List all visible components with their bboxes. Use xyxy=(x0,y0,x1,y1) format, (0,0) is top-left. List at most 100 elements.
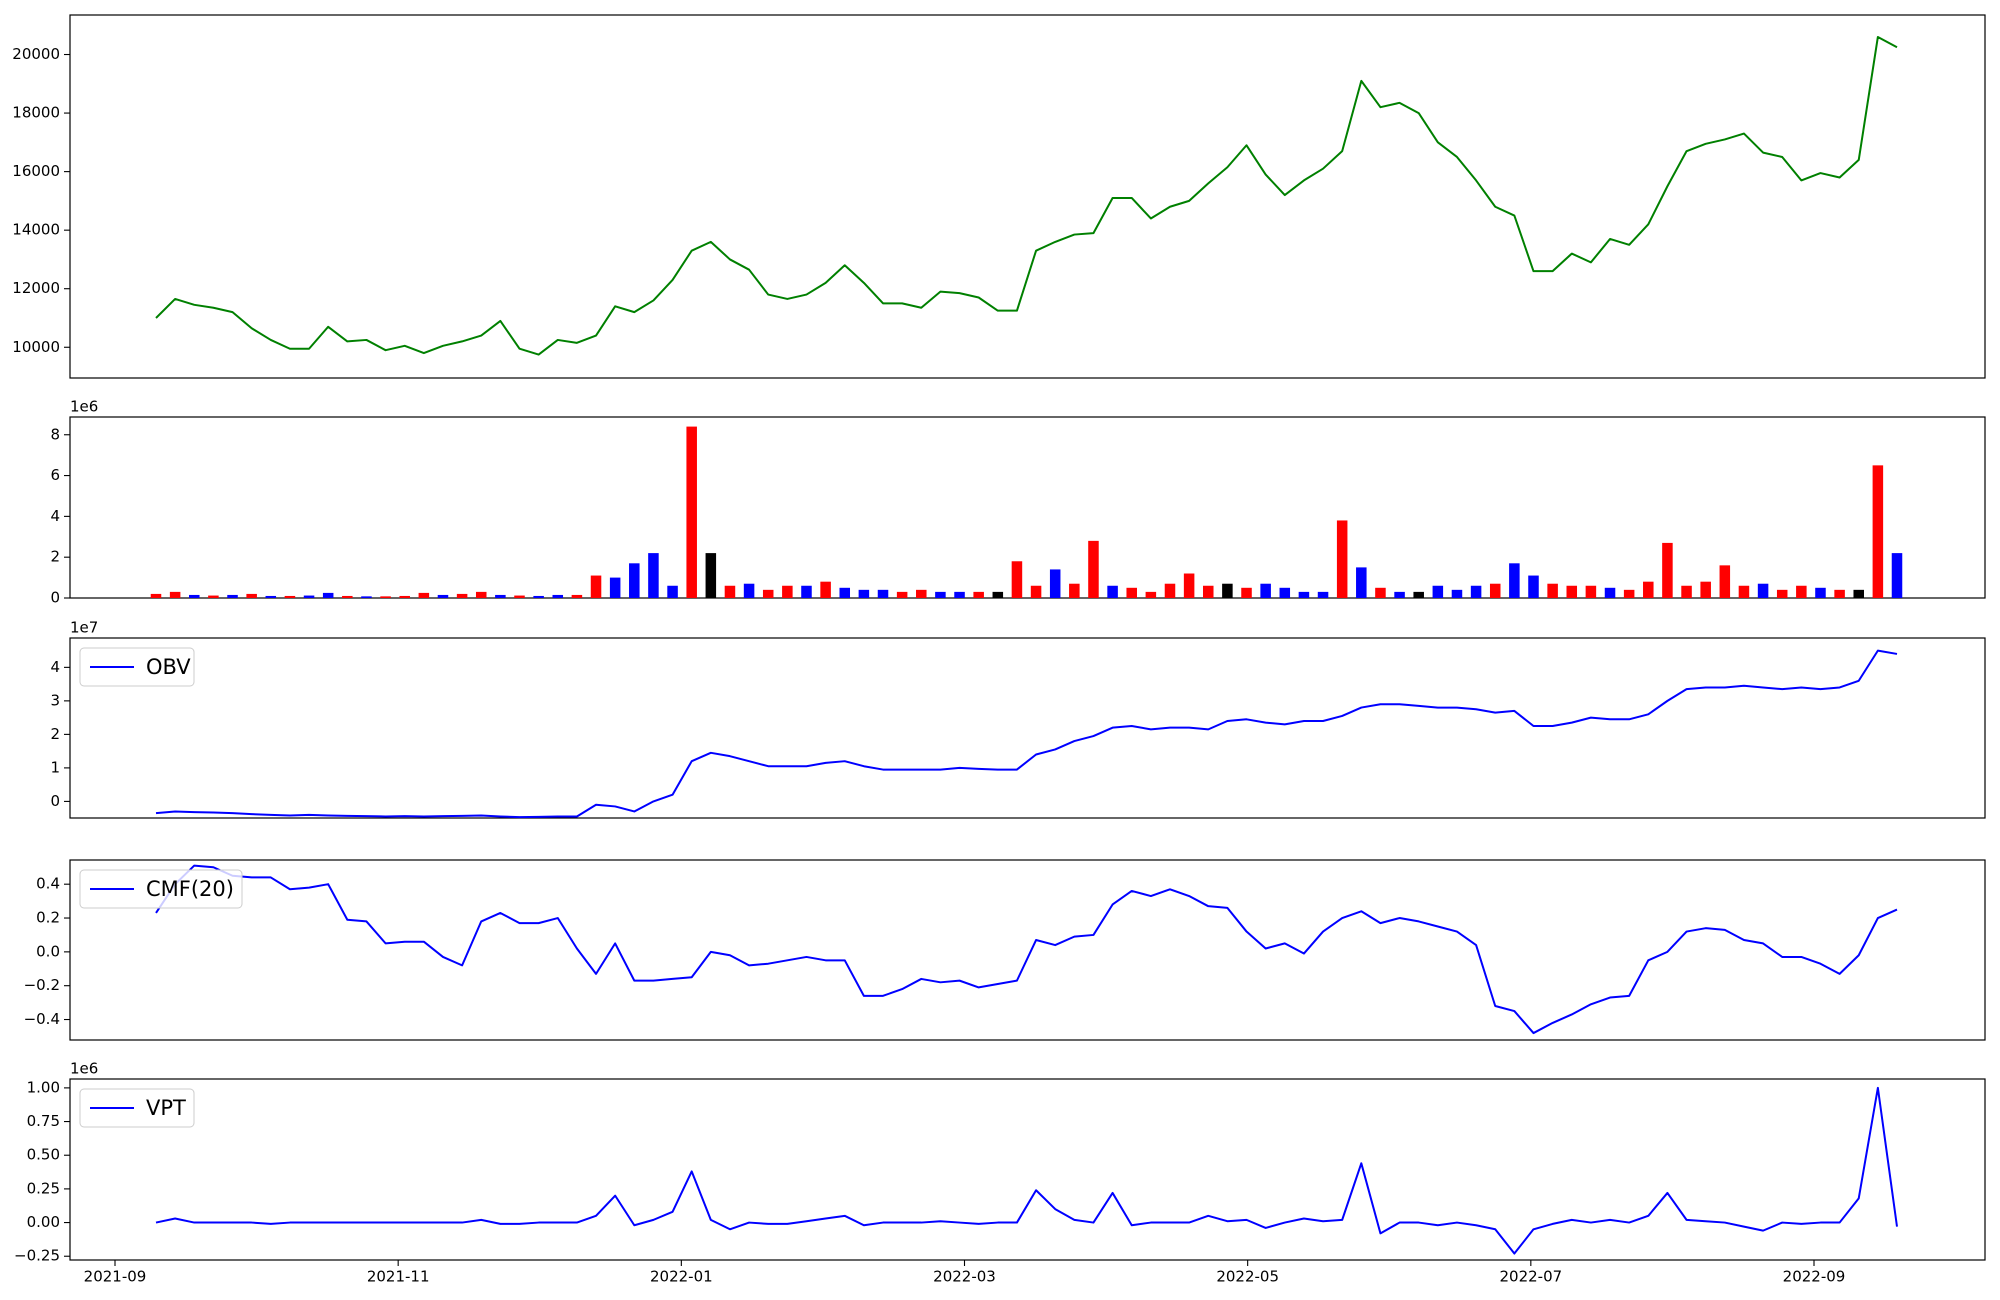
volume-bar xyxy=(1547,583,1558,598)
y-tick-label: 2 xyxy=(50,725,60,743)
y-tick-label: 2 xyxy=(50,548,60,566)
y-tick-label: 1 xyxy=(50,758,60,776)
volume-bar xyxy=(342,595,353,598)
volume-bar xyxy=(782,585,793,598)
y-tick-label: 6 xyxy=(50,466,60,484)
volume-bar xyxy=(1126,587,1137,598)
volume-bar xyxy=(839,587,851,598)
volume-bar xyxy=(227,594,238,598)
legend-label: CMF(20) xyxy=(146,877,234,901)
line-series xyxy=(155,864,1898,1035)
volume-bar xyxy=(475,591,487,598)
y-tick-label: 0 xyxy=(50,589,60,607)
volume-bar xyxy=(820,581,831,598)
y-tick-label: 0.4 xyxy=(36,875,60,893)
y-tick-label: 14000 xyxy=(12,221,60,239)
volume-bar xyxy=(1088,540,1099,598)
volume-bar xyxy=(380,596,391,598)
volume-bar xyxy=(552,594,564,598)
plot-frame xyxy=(69,637,1986,819)
volume-bar xyxy=(1279,587,1291,598)
y-tick-label: 16000 xyxy=(12,162,60,180)
volume-bar xyxy=(1394,591,1405,598)
y-tick-label: −0.4 xyxy=(24,1010,60,1028)
line-series xyxy=(155,1086,1898,1255)
x-tick-label: 2022-05 xyxy=(1216,1268,1279,1286)
x-tick-label: 2022-07 xyxy=(1499,1268,1562,1286)
volume-bar xyxy=(877,589,889,598)
y-tick-label: 0.75 xyxy=(27,1112,60,1130)
volume-bar xyxy=(609,577,621,598)
volume-bar xyxy=(1164,583,1176,598)
volume-bar xyxy=(418,592,430,598)
volume-bar xyxy=(1700,581,1711,598)
volume-bar xyxy=(1681,585,1692,598)
y-tick-label: 4 xyxy=(50,658,60,676)
volume-bar xyxy=(1375,587,1386,598)
volume-bar xyxy=(246,593,257,598)
volume-bar xyxy=(1796,585,1807,598)
volume-bar xyxy=(590,575,602,598)
volume-bar xyxy=(1757,583,1769,598)
volume-bar xyxy=(1317,591,1329,598)
volume-bar xyxy=(1719,565,1731,598)
volume-bar xyxy=(1183,573,1195,598)
volume-bar xyxy=(495,594,506,598)
y-tick-label: 0.0 xyxy=(36,942,60,960)
volume-bar xyxy=(1069,583,1080,598)
y-tick-label: 18000 xyxy=(12,104,60,122)
volume-bar xyxy=(1643,581,1654,598)
volume-bar xyxy=(514,595,525,598)
legend-box xyxy=(79,647,195,687)
y-tick-label: 1.00 xyxy=(27,1078,60,1096)
y-tick-label: −0.2 xyxy=(24,976,60,994)
volume-bar xyxy=(284,595,296,598)
volume-bar xyxy=(361,596,372,598)
y-tick-label: 0.2 xyxy=(36,909,60,927)
line-series xyxy=(155,649,1898,819)
volume-bar xyxy=(1662,542,1673,598)
x-tick-label: 2022-03 xyxy=(933,1268,996,1286)
volume-bar xyxy=(1030,585,1042,598)
y-tick-label: 4 xyxy=(50,507,60,525)
volume-bar xyxy=(629,563,640,598)
volume-bar xyxy=(265,595,277,598)
y-tick-label: 20000 xyxy=(12,45,60,63)
volume-bar xyxy=(705,553,717,598)
line-series xyxy=(155,35,1898,356)
volume-bar xyxy=(571,594,583,598)
volume-bar xyxy=(1356,567,1367,598)
volume-bar xyxy=(437,594,449,598)
volume-bar xyxy=(954,591,965,598)
volume-bar xyxy=(801,585,812,598)
volume-bar xyxy=(189,594,200,598)
volume-bar xyxy=(896,591,908,598)
volume-bar xyxy=(667,585,678,598)
volume-bar xyxy=(858,589,870,598)
volume-bar xyxy=(1260,583,1271,598)
volume-bar xyxy=(533,595,544,598)
y-tick-label: 0 xyxy=(50,792,60,810)
plot-frame xyxy=(69,1078,1986,1261)
y-tick-label: 8 xyxy=(50,425,60,443)
volume-bar xyxy=(648,553,659,598)
offset-text: 1e6 xyxy=(70,398,98,416)
x-tick-label: 2022-01 xyxy=(650,1268,713,1286)
volume-bar xyxy=(1872,465,1884,598)
x-tick-label: 2022-09 xyxy=(1783,1268,1846,1286)
x-tick-label: 2021-09 xyxy=(84,1268,147,1286)
volume-bar xyxy=(322,592,334,598)
volume-bar xyxy=(150,593,162,598)
volume-bar xyxy=(1776,589,1788,598)
volume-bar xyxy=(456,593,468,598)
legend-label: OBV xyxy=(146,655,191,679)
volume-bar xyxy=(1049,569,1061,598)
volume-bar xyxy=(973,591,984,598)
volume-bar xyxy=(1432,585,1444,598)
volume-bar xyxy=(1489,583,1501,598)
volume-bar xyxy=(992,591,1004,598)
volume-bar xyxy=(1585,585,1597,598)
volume-bar xyxy=(762,589,774,598)
volume-bar xyxy=(1413,591,1424,598)
